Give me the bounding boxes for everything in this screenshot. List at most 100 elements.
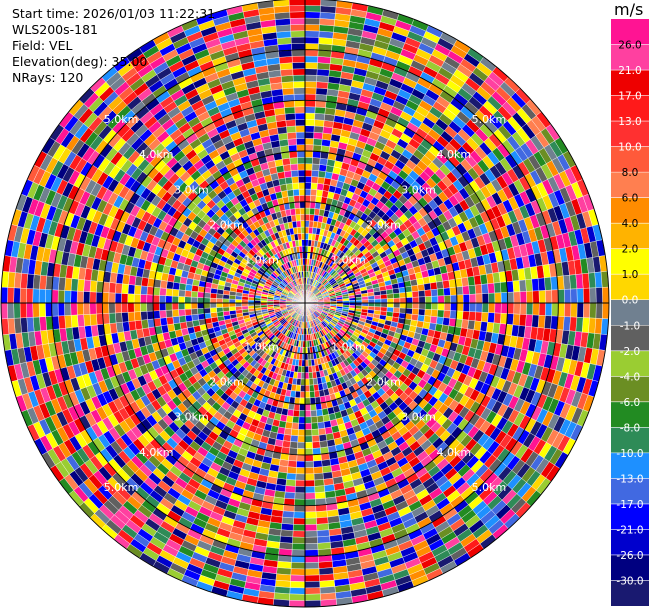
velocity-gate [304,454,314,462]
velocity-gate [283,427,292,436]
velocity-gate [228,298,236,304]
velocity-gate [216,311,224,318]
velocity-gate [311,428,320,437]
velocity-gate [70,290,78,304]
velocity-gate [386,288,394,295]
velocity-gate [304,163,313,171]
velocity-gate [487,312,495,324]
velocity-gate [184,290,192,298]
velocity-gate [216,293,224,299]
velocity-gate [304,188,312,196]
velocity-gate [310,188,318,197]
velocity-gate [57,289,65,304]
velocity-gate [171,302,179,311]
velocity-gate [292,530,306,538]
velocity-gate [0,302,8,320]
velocity-gate [525,314,533,328]
velocity-gate [317,421,326,430]
velocity-gate [314,113,326,121]
velocity-gate [304,5,321,13]
velocity-gate [294,390,301,399]
velocity-gate [311,169,320,178]
velocity-gate [26,288,34,304]
velocity-gate [304,62,318,70]
velocity-gate [398,286,406,294]
velocity-gate [545,302,553,317]
velocity-gate [280,529,294,538]
velocity-gate [178,315,187,324]
velocity-gate [507,302,515,315]
velocity-gate [127,302,135,313]
velocity-gate [286,466,297,474]
velocity-gate [171,309,180,318]
velocity-gate [209,292,218,299]
velocity-gate [404,285,413,293]
velocity-gate [13,302,21,319]
velocity-gate [45,289,53,304]
velocity-gate [410,279,418,287]
velocity-gate [309,207,316,216]
velocity-gate [507,291,515,304]
velocity-gate [282,440,291,449]
velocity-gate [299,397,306,405]
velocity-gate [456,302,464,312]
velocity-gate [178,296,186,304]
velocity-gate [304,524,318,532]
velocity-gate [544,315,552,330]
velocity-gate [290,428,299,437]
velocity-gate [304,467,315,475]
velocity-gate [64,277,73,291]
velocity-gate [493,282,502,294]
velocity-gate [304,404,311,411]
velocity-gate [304,416,312,424]
velocity-gate [304,486,316,494]
velocity-gate [294,397,301,405]
velocity-gate [296,460,306,468]
velocity-gate [315,87,328,96]
velocity-gate [494,292,502,304]
velocity-rays [0,0,610,608]
velocity-gate [216,307,224,313]
velocity-gate [393,297,401,304]
velocity-gate [531,314,540,328]
velocity-gate [166,280,174,290]
velocity-gate [95,291,103,304]
velocity-gate [114,292,122,304]
velocity-gate [315,402,323,411]
velocity-gate [115,282,123,294]
velocity-gate [296,448,306,456]
velocity-gate [316,516,329,525]
velocity-gate [7,302,15,319]
velocity-gate [203,307,211,314]
velocity-gate [424,289,432,297]
velocity-gate [304,112,316,120]
velocity-gate [57,302,65,317]
velocity-gate [64,290,72,304]
velocity-gate [121,302,129,313]
velocity-gate [203,302,211,309]
velocity-gate [277,561,292,569]
velocity-gate [294,498,306,506]
velocity-gate [210,312,218,319]
velocity-gate [304,214,310,221]
velocity-gate [564,288,572,304]
velocity-gate [309,390,316,399]
velocity-gate [314,106,326,115]
velocity-gate [481,312,489,323]
velocity-gate [304,24,320,32]
velocity-gate [399,302,407,309]
velocity-gate [304,435,313,443]
velocity-gate [538,290,546,304]
velocity-gate [304,473,315,481]
velocity-gate [297,435,306,443]
velocity-gate [304,220,310,228]
velocity-gate [557,302,565,317]
velocity-gate [280,523,294,531]
velocity-gate [295,384,301,392]
velocity-gate [312,441,321,449]
velocity-gate [308,372,314,380]
velocity-gate [209,302,217,309]
velocity-gate [191,314,199,322]
velocity-gate [313,125,324,134]
velocity-gate [570,302,578,318]
